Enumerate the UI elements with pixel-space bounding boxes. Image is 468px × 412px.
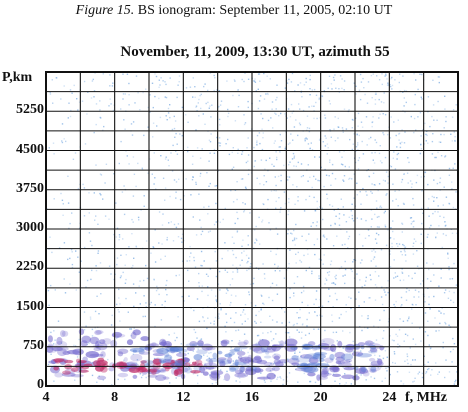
- y-tick-label: 3000: [16, 220, 44, 235]
- figure-caption-text: BS ionogram: September 11, 2005, 02:10 U…: [134, 3, 393, 18]
- x-tick-label: 20: [313, 390, 328, 405]
- x-tick-label: 24: [382, 390, 397, 405]
- figure-caption: Figure 15. BS ionogram: September 11, 20…: [0, 0, 468, 26]
- y-tick-label: 0: [37, 377, 44, 392]
- y-tick-label: 3750: [16, 180, 44, 196]
- figure-caption-prefix: Figure 15.: [75, 3, 135, 18]
- ionogram-plot: [45, 71, 460, 388]
- y-axis-label: P,km: [2, 70, 33, 85]
- x-tick-label: 16: [245, 390, 259, 405]
- x-tick-label: 8: [111, 390, 119, 405]
- chart-title: November, 11, 2009, 13:30 UT, azimuth 55: [120, 44, 390, 60]
- grid: [46, 72, 458, 386]
- y-tick-label: 5250: [16, 102, 44, 118]
- x-tick-label: 4: [42, 390, 50, 405]
- y-tick-label: 750: [23, 337, 44, 353]
- y-tick-label: 4500: [16, 141, 44, 157]
- plot-frame: [45, 71, 459, 387]
- x-tick-label: 12: [176, 390, 191, 405]
- y-tick-label: 1500: [16, 298, 44, 314]
- x-axis-label: f, MHz: [405, 390, 447, 405]
- echo-traces: [45, 328, 385, 382]
- y-tick-label: 2250: [16, 259, 44, 275]
